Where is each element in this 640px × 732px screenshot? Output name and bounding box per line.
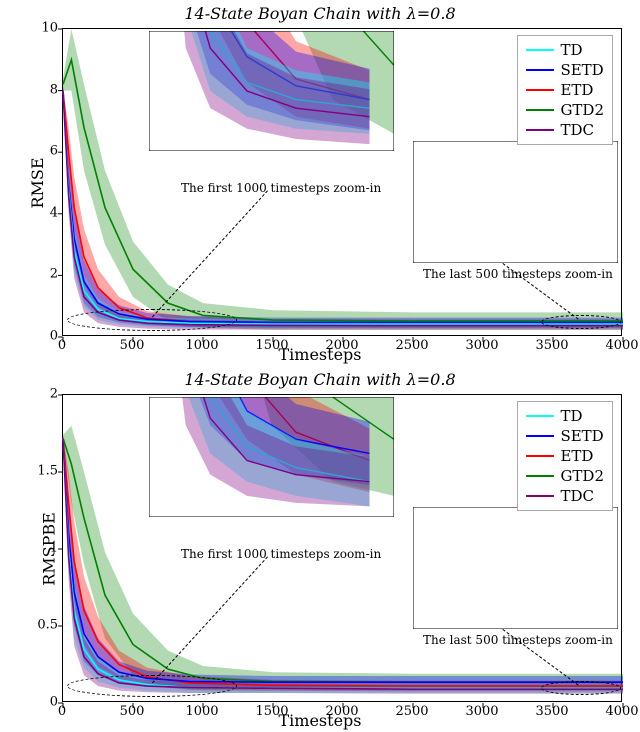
xtick-label: 2000 xyxy=(317,338,367,353)
bottom-inset-right: 3500360037003800390040000.060.080.10.120… xyxy=(413,507,618,629)
xtick-label: 2500 xyxy=(387,338,437,353)
legend-label: ETD xyxy=(560,447,593,465)
legend-label: GTD2 xyxy=(560,467,604,485)
ytick-label: 8 xyxy=(18,82,58,97)
ytick-label: 4 xyxy=(18,205,58,220)
legend-swatch-icon xyxy=(526,129,554,132)
legend-item-gtd2: GTD2 xyxy=(526,100,604,120)
zoom-region-ellipse-icon xyxy=(541,315,621,329)
top-zoom-in-1-label: The first 1000 timesteps zoom-in xyxy=(181,181,381,195)
legend-item-setd: SETD xyxy=(526,426,604,446)
legend-label: GTD2 xyxy=(560,101,604,119)
xtick-label: 500 xyxy=(107,704,157,719)
legend-swatch-icon xyxy=(526,69,554,72)
xtick-label: 1500 xyxy=(247,338,297,353)
zoom-region-ellipse-icon xyxy=(67,675,237,697)
xtick-label: 3500 xyxy=(527,338,577,353)
legend-item-td: TD xyxy=(526,406,604,426)
xtick-label: 1000 xyxy=(177,704,227,719)
bottom-title: 14-State Boyan Chain with λ=0.8 xyxy=(0,370,640,389)
legend-swatch-icon xyxy=(526,415,554,418)
top-legend: TD SETD ETD GTD2 TDC xyxy=(517,35,613,145)
legend-label: SETD xyxy=(560,427,603,445)
top-panel: 14-State Boyan Chain with λ=0.8 RMSE Tim… xyxy=(0,0,640,366)
legend-item-tdc: TDC xyxy=(526,120,604,140)
legend-item-etd: ETD xyxy=(526,446,604,466)
zoom-region-ellipse-icon xyxy=(67,309,237,331)
legend-swatch-icon xyxy=(526,109,554,112)
top-zoom-in-2-label: The last 500 timesteps zoom-in xyxy=(423,267,613,281)
legend-item-tdc: TDC xyxy=(526,486,604,506)
xtick-label: 3000 xyxy=(457,704,507,719)
legend-label: SETD xyxy=(560,61,603,79)
ytick-label: 2 xyxy=(18,387,58,402)
legend-item-td: TD xyxy=(526,40,604,60)
xtick-label: 2500 xyxy=(387,704,437,719)
xtick-label: 0 xyxy=(37,704,87,719)
zoom-region-ellipse-icon xyxy=(541,681,621,695)
top-inset-left: 20040060080010000.30.50.70.9 xyxy=(149,31,394,151)
ytick-label: 1.5 xyxy=(18,464,58,479)
legend-swatch-icon xyxy=(526,435,554,438)
legend-item-etd: ETD xyxy=(526,80,604,100)
xtick-label: 4000 xyxy=(597,704,640,719)
xtick-label: 3500 xyxy=(527,704,577,719)
bottom-zoom-in-2-label: The last 500 timesteps zoom-in xyxy=(423,633,613,647)
legend-swatch-icon xyxy=(526,495,554,498)
legend-swatch-icon xyxy=(526,455,554,458)
top-plot-area: TD SETD ETD GTD2 TDC 20040060080010000.30.50… xyxy=(62,28,622,336)
bottom-inset-left: 20040060080010000.080.120.160.2 xyxy=(149,397,394,517)
ytick-label: 10 xyxy=(18,21,58,36)
top-ylabel: RMSE xyxy=(28,157,47,208)
legend-label: ETD xyxy=(560,81,593,99)
legend-swatch-icon xyxy=(526,475,554,478)
ytick-label: 0.5 xyxy=(18,618,58,633)
bottom-panel: 14-State Boyan Chain with λ=0.8 RMSPBE T… xyxy=(0,366,640,732)
legend-swatch-icon xyxy=(526,89,554,92)
legend-swatch-icon xyxy=(526,49,554,52)
legend-label: TDC xyxy=(560,487,594,505)
xtick-label: 1500 xyxy=(247,704,297,719)
ytick-label: 6 xyxy=(18,144,58,159)
xtick-label: 2000 xyxy=(317,704,367,719)
bottom-plot-area: TD SETD ETD GTD2 TDC 20040060080010000.080.1… xyxy=(62,394,622,702)
legend-item-gtd2: GTD2 xyxy=(526,466,604,486)
ytick-label: 1 xyxy=(18,541,58,556)
bottom-legend: TD SETD ETD GTD2 TDC xyxy=(517,401,613,511)
legend-label: TD xyxy=(560,41,582,59)
ytick-label: 2 xyxy=(18,267,58,282)
top-title: 14-State Boyan Chain with λ=0.8 xyxy=(0,4,640,23)
bottom-zoom-in-1-label: The first 1000 timesteps zoom-in xyxy=(181,547,381,561)
legend-label: TD xyxy=(560,407,582,425)
xtick-label: 4000 xyxy=(597,338,640,353)
legend-label: TDC xyxy=(560,121,594,139)
xtick-label: 500 xyxy=(107,338,157,353)
top-inset-right: 3500360037003800390040000.20.40.60.8 xyxy=(413,141,618,263)
xtick-label: 1000 xyxy=(177,338,227,353)
legend-item-setd: SETD xyxy=(526,60,604,80)
xtick-label: 3000 xyxy=(457,338,507,353)
xtick-label: 0 xyxy=(37,338,87,353)
